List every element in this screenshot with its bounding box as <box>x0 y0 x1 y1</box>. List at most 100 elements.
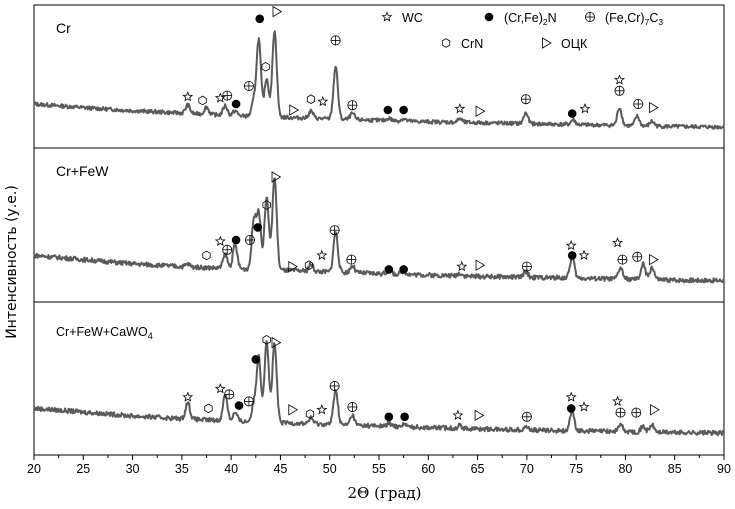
star-marker <box>182 391 194 402</box>
xrd-pattern-line <box>33 177 725 284</box>
dot-marker <box>399 105 408 115</box>
dot-marker <box>231 99 241 109</box>
triangle-marker <box>650 404 660 416</box>
dot-marker <box>567 251 577 260</box>
dot-marker <box>566 404 576 413</box>
star-marker <box>579 103 591 114</box>
triangle-marker <box>474 409 485 422</box>
circle-plus-marker <box>243 81 254 92</box>
x-tick-label: 55 <box>372 462 386 476</box>
x-tick-label: 25 <box>76 462 90 476</box>
star-marker <box>454 103 466 114</box>
star-marker <box>316 404 328 415</box>
legend-dot-icon <box>484 12 494 22</box>
dot-marker <box>234 401 244 410</box>
triangle-marker <box>288 260 299 273</box>
circle-plus-marker <box>346 254 357 265</box>
plot-frame <box>33 4 725 456</box>
sample-label: Cr+FeW+CaWO4 <box>56 325 153 341</box>
circle-plus-marker <box>521 411 532 422</box>
xrd-pattern-line <box>33 30 725 130</box>
legend-label: (Fe,Cr)7C3 <box>605 11 663 27</box>
circle-plus-marker <box>329 225 340 236</box>
triangle-marker <box>475 105 486 117</box>
circle-plus-marker <box>633 99 644 110</box>
circle-plus-marker <box>224 389 235 400</box>
circle-plus-marker <box>329 380 340 391</box>
x-tick-label: 40 <box>224 462 238 476</box>
triangle-marker <box>289 104 300 116</box>
triangle-marker <box>272 5 283 18</box>
x-tick-label: 65 <box>471 462 485 476</box>
y-axis-title: Интенсивность (у.е.) <box>4 185 20 339</box>
star-marker <box>214 92 226 103</box>
dot-marker <box>399 265 408 274</box>
star-marker <box>214 235 226 246</box>
hexagon-marker <box>198 95 207 106</box>
circle-plus-marker <box>520 94 531 105</box>
x-tick-label: 45 <box>273 462 287 476</box>
legend-label: CrN <box>461 37 483 51</box>
star-marker <box>316 249 328 260</box>
circle-plus-marker <box>631 407 642 418</box>
star-marker <box>565 239 577 251</box>
legend-triangle-icon <box>542 37 552 49</box>
circle-plus-marker <box>243 396 254 407</box>
sample-label: Cr+FeW <box>56 163 109 179</box>
sample-label: Cr <box>56 20 71 36</box>
circle-plus-marker <box>521 261 532 272</box>
dot-marker <box>384 265 394 274</box>
star-marker <box>214 383 226 394</box>
legend-hexagon-icon <box>441 38 451 48</box>
x-tick-label: 85 <box>668 462 682 476</box>
xrd-pattern-line <box>33 340 725 437</box>
dot-marker <box>231 235 241 245</box>
circle-plus-marker <box>615 407 626 418</box>
star-marker <box>456 260 468 272</box>
dot-marker <box>400 412 409 422</box>
hexagon-marker <box>304 260 314 270</box>
hexagon-marker <box>306 94 316 104</box>
hexagon-marker <box>305 409 315 419</box>
dot-marker <box>567 109 577 118</box>
x-tick-label: 90 <box>717 462 731 476</box>
hexagon-marker <box>262 335 271 345</box>
legend-label: WC <box>402 11 423 25</box>
x-tick-label: 30 <box>126 462 140 476</box>
x-tick-label: 60 <box>421 462 435 476</box>
circle-plus-marker <box>222 244 233 255</box>
star-marker <box>317 95 329 107</box>
circle-plus-marker <box>632 251 643 262</box>
x-tick-label: 75 <box>569 462 583 476</box>
star-marker <box>565 391 577 402</box>
legend-circle-plus-icon <box>585 11 596 22</box>
dot-marker <box>251 355 261 364</box>
star-marker <box>182 91 194 102</box>
x-axis-title: 2Θ (град) <box>347 484 422 502</box>
triangle-marker <box>271 171 282 183</box>
circle-plus-marker <box>614 85 625 96</box>
dot-marker <box>383 105 393 115</box>
hexagon-marker <box>202 250 211 261</box>
hexagon-marker <box>261 62 270 72</box>
triangle-marker <box>649 253 659 266</box>
dot-marker <box>253 223 263 232</box>
circle-plus-marker <box>222 90 233 101</box>
star-marker <box>612 237 623 248</box>
circle-plus-marker <box>330 35 341 46</box>
dot-marker <box>384 412 394 422</box>
star-marker <box>578 401 590 412</box>
legend-star-icon <box>381 11 393 22</box>
triangle-marker <box>271 336 282 349</box>
star-marker <box>612 395 623 406</box>
triangle-marker <box>475 259 486 271</box>
circle-plus-marker <box>347 100 358 111</box>
x-tick-label: 35 <box>175 462 189 476</box>
star-marker <box>452 409 464 420</box>
circle-plus-marker <box>244 234 255 245</box>
dot-marker <box>255 14 265 24</box>
hexagon-marker <box>204 403 213 414</box>
legend-label: ОЦК <box>561 37 588 51</box>
